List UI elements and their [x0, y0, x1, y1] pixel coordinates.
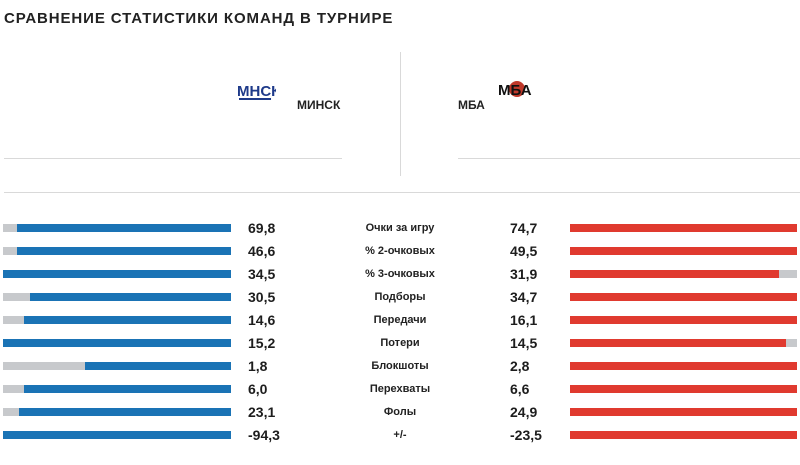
right-stat-bar-fill	[570, 293, 797, 301]
right-stat-bar-fill	[570, 362, 797, 370]
right-stat-bar-fill	[570, 224, 797, 232]
right-stat-bar	[570, 270, 797, 278]
left-header-underline	[4, 158, 342, 159]
stat-label: Подборы	[374, 291, 426, 303]
left-stat-bar	[3, 362, 231, 370]
right-stat-value: 2,8	[510, 358, 530, 374]
left-stat-value: -94,3	[248, 427, 280, 443]
mba-logo: МБА	[497, 76, 539, 102]
right-stat-bar-fill	[570, 385, 797, 393]
header-divider	[400, 52, 401, 176]
left-stat-value: 23,1	[248, 404, 276, 420]
right-stat-bar	[570, 362, 797, 370]
left-stat-value: 6,0	[248, 381, 268, 397]
stat-label: Потери	[380, 337, 420, 349]
minsk-logo-text: МНСК	[237, 83, 276, 100]
right-stat-value: 24,9	[510, 404, 538, 420]
left-stat-bar	[3, 339, 231, 347]
left-stat-value: 46,6	[248, 243, 276, 259]
left-stat-bar-fill	[3, 270, 231, 278]
stat-row: -94,3 +/- -23,5	[0, 425, 800, 448]
right-stat-value: 34,7	[510, 289, 538, 305]
page-title: СРАВНЕНИЕ СТАТИСТИКИ КОМАНД В ТУРНИРЕ	[4, 10, 394, 27]
left-stat-bar-fill	[85, 362, 231, 370]
left-stat-value: 69,8	[248, 220, 276, 236]
left-stat-bar	[3, 431, 231, 439]
left-stat-bar	[3, 316, 231, 324]
left-stat-value: 14,6	[248, 312, 276, 328]
left-stat-bar	[3, 293, 231, 301]
right-stat-bar	[570, 247, 797, 255]
team-name-right: МБА	[458, 98, 485, 112]
right-stat-bar	[570, 408, 797, 416]
right-stat-bar-fill	[570, 270, 779, 278]
left-stat-bar	[3, 385, 231, 393]
left-stat-bar	[3, 270, 231, 278]
stat-row: 1,8 Блокшоты 2,8	[0, 356, 800, 379]
left-stat-bar-fill	[16, 247, 231, 255]
right-stat-bar-fill	[570, 316, 797, 324]
right-stat-value: 6,6	[510, 381, 530, 397]
minsk-logo: МНСК	[236, 78, 281, 104]
left-stat-bar-fill	[16, 224, 231, 232]
right-stat-bar-fill	[570, 339, 786, 347]
right-stat-bar-fill	[570, 408, 797, 416]
left-stat-value: 30,5	[248, 289, 276, 305]
stat-label: % 3-очковых	[365, 268, 435, 280]
stat-row: 23,1 Фолы 24,9	[0, 402, 800, 425]
stat-row: 34,5 % 3-очковых 31,9	[0, 264, 800, 287]
left-stat-value: 15,2	[248, 335, 276, 351]
stat-label: +/-	[393, 429, 407, 441]
right-stat-value: 74,7	[510, 220, 538, 236]
right-stat-bar	[570, 224, 797, 232]
stat-label: Очки за игру	[365, 222, 435, 234]
left-stat-bar-fill	[3, 339, 231, 347]
left-stat-bar-fill	[23, 385, 231, 393]
right-stat-bar-fill	[570, 247, 797, 255]
left-stat-bar	[3, 247, 231, 255]
stat-row: 6,0 Перехваты 6,6	[0, 379, 800, 402]
right-stat-value: 31,9	[510, 266, 538, 282]
stat-label: Перехваты	[369, 383, 431, 395]
right-stat-value: 49,5	[510, 243, 538, 259]
stat-label: Блокшоты	[371, 360, 429, 372]
stat-row: 15,2 Потери 14,5	[0, 333, 800, 356]
right-header-underline	[458, 158, 800, 159]
mba-logo-text: МБА	[498, 82, 532, 99]
right-stat-bar	[570, 316, 797, 324]
right-stat-value: 16,1	[510, 312, 538, 328]
stat-label: % 2-очковых	[365, 245, 435, 257]
left-stat-bar-fill	[18, 408, 231, 416]
left-stat-bar	[3, 408, 231, 416]
right-stat-value: 14,5	[510, 335, 538, 351]
right-stat-value: -23,5	[510, 427, 542, 443]
team-name-left: МИНСК	[297, 98, 341, 112]
right-stat-bar	[570, 431, 797, 439]
left-stat-value: 34,5	[248, 266, 276, 282]
stat-row: 30,5 Подборы 34,7	[0, 287, 800, 310]
left-stat-bar-fill	[3, 431, 231, 439]
left-stat-value: 1,8	[248, 358, 268, 374]
stat-row: 14,6 Передачи 16,1	[0, 310, 800, 333]
stat-label: Передачи	[373, 314, 427, 326]
left-stat-bar	[3, 224, 231, 232]
left-stat-bar-fill	[23, 316, 231, 324]
section-divider	[4, 192, 800, 193]
right-stat-bar	[570, 293, 797, 301]
right-stat-bar	[570, 385, 797, 393]
stat-row: 46,6 % 2-очковых 49,5	[0, 241, 800, 264]
right-stat-bar	[570, 339, 797, 347]
stat-label: Фолы	[383, 406, 417, 418]
stat-row: 69,8 Очки за игру 74,7	[0, 218, 800, 241]
left-stat-bar-fill	[30, 293, 231, 301]
right-stat-bar-fill	[570, 431, 797, 439]
